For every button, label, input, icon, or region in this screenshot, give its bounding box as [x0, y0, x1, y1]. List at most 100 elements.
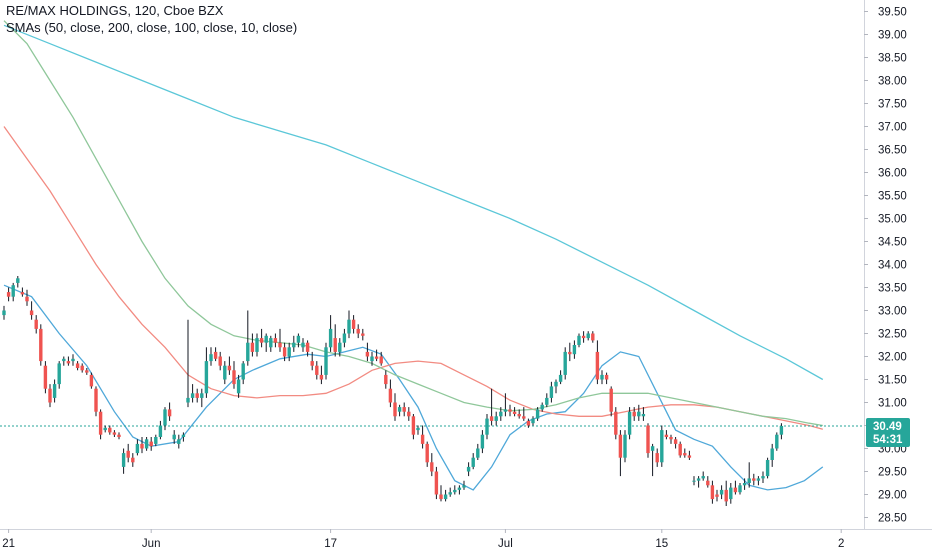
candle[interactable]: [190, 384, 195, 403]
candle[interactable]: [181, 432, 186, 442]
candle[interactable]: [397, 404, 402, 417]
candle[interactable]: [503, 393, 508, 417]
candle[interactable]: [489, 388, 494, 426]
candle[interactable]: [706, 476, 710, 488]
candle[interactable]: [558, 370, 563, 385]
candle[interactable]: [213, 347, 218, 362]
candle[interactable]: [278, 328, 282, 352]
candle[interactable]: [457, 485, 462, 495]
candle[interactable]: [416, 425, 420, 435]
candle[interactable]: [236, 374, 241, 398]
candle[interactable]: [779, 423, 784, 440]
candle[interactable]: [499, 407, 503, 421]
candle[interactable]: [600, 370, 604, 385]
candle[interactable]: [411, 414, 416, 440]
candle[interactable]: [140, 437, 144, 454]
candle[interactable]: [351, 315, 356, 334]
candle[interactable]: [733, 480, 738, 495]
candle[interactable]: [319, 365, 324, 385]
candle[interactable]: [453, 485, 457, 495]
candle[interactable]: [29, 301, 34, 320]
candle[interactable]: [333, 324, 337, 357]
candle[interactable]: [158, 420, 163, 440]
candle[interactable]: [549, 381, 554, 403]
candle[interactable]: [11, 282, 15, 302]
candle[interactable]: [370, 351, 374, 366]
candle[interactable]: [512, 407, 517, 417]
candle[interactable]: [25, 289, 29, 306]
candle[interactable]: [379, 351, 383, 366]
candle[interactable]: [94, 386, 98, 417]
candle[interactable]: [471, 453, 475, 470]
candle[interactable]: [250, 333, 255, 357]
candle[interactable]: [710, 480, 715, 504]
candle[interactable]: [75, 361, 80, 371]
candle[interactable]: [687, 450, 692, 460]
candle[interactable]: [526, 418, 531, 428]
candle[interactable]: [393, 393, 397, 421]
candle[interactable]: [627, 407, 632, 440]
candle[interactable]: [618, 430, 623, 477]
candle[interactable]: [568, 342, 572, 362]
candle[interactable]: [149, 437, 153, 451]
candle[interactable]: [770, 443, 774, 467]
candle[interactable]: [729, 483, 733, 504]
candle[interactable]: [669, 434, 673, 444]
candle[interactable]: [209, 347, 213, 366]
candle[interactable]: [775, 432, 779, 451]
candle[interactable]: [186, 319, 190, 408]
candle[interactable]: [660, 425, 664, 467]
candle[interactable]: [756, 476, 761, 486]
candle[interactable]: [443, 489, 448, 502]
candle[interactable]: [430, 453, 434, 477]
candle[interactable]: [103, 425, 107, 433]
candle[interactable]: [439, 485, 443, 502]
candle[interactable]: [531, 416, 535, 426]
candle[interactable]: [62, 356, 66, 366]
candle[interactable]: [52, 379, 57, 403]
candle[interactable]: [246, 310, 250, 366]
candle[interactable]: [287, 342, 291, 362]
candle[interactable]: [466, 462, 471, 477]
candle[interactable]: [673, 437, 678, 449]
candle[interactable]: [71, 354, 75, 366]
candle[interactable]: [310, 351, 314, 371]
candle[interactable]: [131, 453, 135, 467]
candle[interactable]: [384, 370, 388, 389]
candle[interactable]: [347, 310, 351, 339]
candle[interactable]: [719, 485, 724, 500]
candle[interactable]: [752, 473, 756, 486]
candle[interactable]: [80, 363, 84, 373]
candle[interactable]: [765, 457, 770, 479]
candle[interactable]: [554, 379, 558, 394]
candle[interactable]: [255, 333, 259, 357]
candle[interactable]: [462, 480, 466, 490]
candle[interactable]: [177, 434, 181, 449]
candle[interactable]: [747, 462, 751, 488]
candle[interactable]: [641, 407, 646, 421]
candle[interactable]: [356, 324, 360, 339]
candle[interactable]: [563, 347, 567, 380]
candle[interactable]: [361, 328, 365, 341]
candle[interactable]: [292, 335, 296, 352]
candle[interactable]: [623, 430, 627, 463]
candle[interactable]: [545, 393, 549, 408]
candle[interactable]: [296, 333, 301, 348]
candle[interactable]: [646, 423, 650, 458]
candle[interactable]: [2, 305, 6, 320]
candle[interactable]: [342, 328, 347, 348]
candle[interactable]: [609, 386, 613, 417]
candle[interactable]: [604, 372, 609, 385]
candle[interactable]: [535, 407, 540, 421]
candle[interactable]: [20, 287, 25, 297]
candle[interactable]: [241, 361, 245, 385]
candle[interactable]: [581, 331, 586, 343]
candle[interactable]: [144, 437, 149, 451]
candle[interactable]: [264, 333, 268, 352]
candle[interactable]: [678, 441, 682, 458]
candle[interactable]: [517, 409, 521, 419]
indicator-legend[interactable]: SMAs (50, close, 200, close, 100, close,…: [6, 20, 298, 35]
candle[interactable]: [476, 443, 480, 460]
candle[interactable]: [586, 331, 590, 341]
